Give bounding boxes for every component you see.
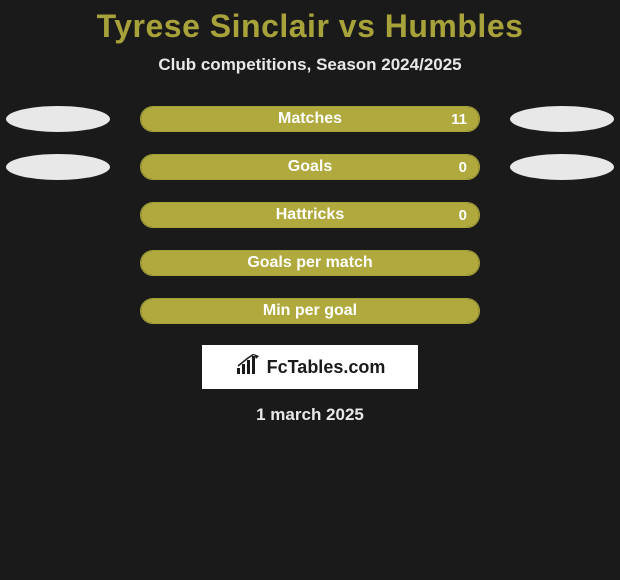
stats-rows: Matches11Goals0Hattricks0Goals per match… bbox=[0, 105, 620, 325]
stat-value: 0 bbox=[459, 155, 467, 179]
stat-label: Hattricks bbox=[141, 203, 479, 227]
right-ellipse-spacer bbox=[510, 298, 614, 324]
stat-label: Matches bbox=[141, 107, 479, 131]
stat-value: 11 bbox=[451, 107, 467, 131]
stat-value: 0 bbox=[459, 203, 467, 227]
right-ellipse bbox=[510, 106, 614, 132]
stat-row: Matches11 bbox=[0, 105, 620, 133]
stat-bar: Matches11 bbox=[140, 106, 480, 132]
left-ellipse-spacer bbox=[6, 250, 110, 276]
left-ellipse-spacer bbox=[6, 298, 110, 324]
chart-icon bbox=[235, 354, 263, 381]
date-text: 1 march 2025 bbox=[0, 405, 620, 425]
left-ellipse-spacer bbox=[6, 202, 110, 228]
stat-bar: Goals0 bbox=[140, 154, 480, 180]
left-ellipse bbox=[6, 154, 110, 180]
stat-bar: Hattricks0 bbox=[140, 202, 480, 228]
stat-row: Goals0 bbox=[0, 153, 620, 181]
stats-card: Tyrese Sinclair vs Humbles Club competit… bbox=[0, 0, 620, 425]
subtitle: Club competitions, Season 2024/2025 bbox=[0, 55, 620, 75]
stat-row: Goals per match bbox=[0, 249, 620, 277]
left-ellipse bbox=[6, 106, 110, 132]
stat-label: Goals bbox=[141, 155, 479, 179]
logo-box[interactable]: FcTables.com bbox=[202, 345, 418, 389]
stat-bar: Min per goal bbox=[140, 298, 480, 324]
right-ellipse-spacer bbox=[510, 202, 614, 228]
stat-row: Min per goal bbox=[0, 297, 620, 325]
page-title: Tyrese Sinclair vs Humbles bbox=[0, 8, 620, 45]
right-ellipse-spacer bbox=[510, 250, 614, 276]
logo-text: FcTables.com bbox=[267, 357, 386, 378]
stat-bar: Goals per match bbox=[140, 250, 480, 276]
stat-label: Min per goal bbox=[141, 299, 479, 323]
stat-row: Hattricks0 bbox=[0, 201, 620, 229]
stat-label: Goals per match bbox=[141, 251, 479, 275]
right-ellipse bbox=[510, 154, 614, 180]
